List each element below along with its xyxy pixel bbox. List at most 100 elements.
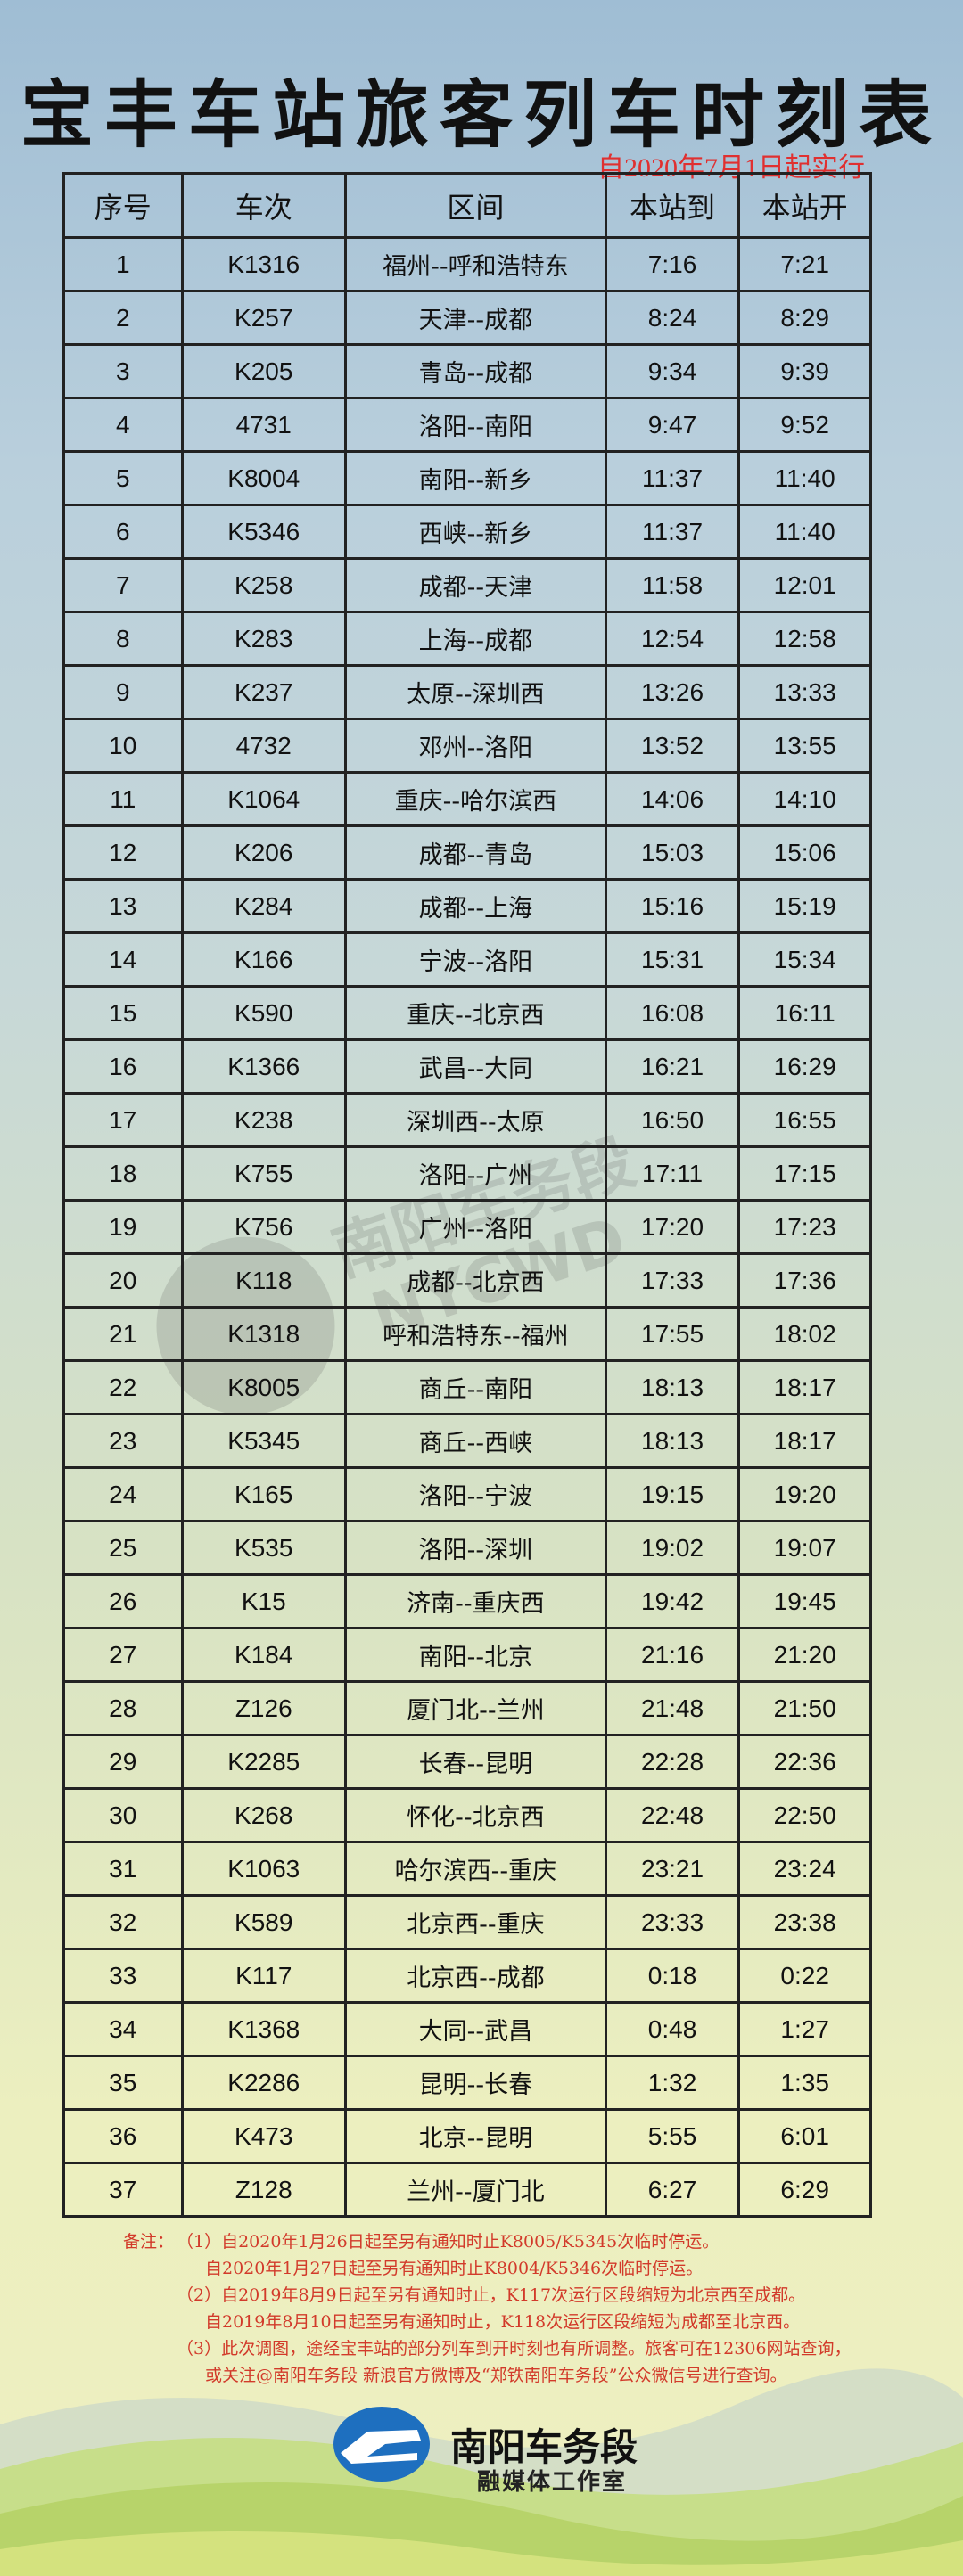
arrival-time: 16:08 (604, 985, 741, 1041)
table-row: 30 K268 怀化--北京西 22:48 22:50 (62, 1787, 872, 1843)
table-row: 12 K206 成都--青岛 15:03 15:06 (62, 824, 872, 881)
table-row: 14 K166 宁波--洛阳 15:31 15:34 (62, 931, 872, 988)
train-number: K1316 (180, 236, 347, 292)
departure-time: 16:29 (737, 1038, 872, 1095)
train-number: K118 (180, 1252, 347, 1309)
train-number: K184 (180, 1627, 347, 1683)
column-header: 本站开 (737, 172, 872, 239)
row-number: 28 (62, 1680, 184, 1736)
note-3a: （3）此次调图，途经宝丰站的部分列车到开时刻也有所调整。旅客可在12306网站查… (177, 2339, 852, 2359)
route: 太原--深圳西 (344, 664, 607, 720)
table-row: 6 K5346 西峡--新乡 11:37 11:40 (62, 504, 872, 560)
departure-time: 0:22 (737, 1948, 872, 2004)
departure-time: 9:39 (737, 343, 872, 399)
arrival-time: 18:13 (604, 1413, 741, 1469)
route: 洛阳--宁波 (344, 1466, 607, 1522)
row-number: 26 (62, 1573, 184, 1629)
departure-time: 1:27 (737, 2001, 872, 2057)
route: 成都--天津 (344, 557, 607, 613)
table-row: 23 K5345 商丘--西峡 18:13 18:17 (62, 1413, 872, 1469)
route: 上海--成都 (344, 611, 607, 667)
table-row: 37 Z128 兰州--厦门北 6:27 6:29 (62, 2162, 872, 2218)
route: 武昌--大同 (344, 1038, 607, 1095)
row-number: 35 (62, 2055, 184, 2111)
train-number: K5345 (180, 1413, 347, 1469)
arrival-time: 6:27 (604, 2162, 741, 2218)
departure-time: 19:07 (737, 1520, 872, 1576)
studio-name: 融媒体工作室 (477, 2469, 628, 2496)
arrival-time: 22:48 (604, 1787, 741, 1843)
route: 邓州--洛阳 (344, 718, 607, 774)
route: 天津--成都 (344, 290, 607, 346)
table-row: 25 K535 洛阳--深圳 19:02 19:07 (62, 1520, 872, 1576)
timetable: 序号 车次 区间 本站到 本站开 1 K1316 福州--呼和浩特东 7:16 7:21 2 K25… (62, 172, 872, 2218)
row-number: 10 (62, 718, 184, 774)
table-row: 31 K1063 哈尔滨西--重庆 23:21 23:24 (62, 1841, 872, 1897)
departure-time: 23:24 (737, 1841, 872, 1897)
departure-time: 21:50 (737, 1680, 872, 1736)
row-number: 25 (62, 1520, 184, 1576)
arrival-time: 7:16 (604, 236, 741, 292)
train-number: Z126 (180, 1680, 347, 1736)
train-number: K165 (180, 1466, 347, 1522)
arrival-time: 19:15 (604, 1466, 741, 1522)
row-number: 13 (62, 878, 184, 934)
departure-time: 15:34 (737, 931, 872, 988)
arrival-time: 21:16 (604, 1627, 741, 1683)
column-header: 车次 (180, 172, 347, 239)
row-number: 11 (62, 771, 184, 827)
row-number: 30 (62, 1787, 184, 1843)
arrival-time: 21:48 (604, 1680, 741, 1736)
route: 青岛--成都 (344, 343, 607, 399)
table-row: 24 K165 洛阳--宁波 19:15 19:20 (62, 1466, 872, 1522)
table-row: 20 K118 成都--北京西 17:33 17:36 (62, 1252, 872, 1309)
route: 重庆--北京西 (344, 985, 607, 1041)
arrival-time: 17:11 (604, 1145, 741, 1202)
arrival-time: 13:26 (604, 664, 741, 720)
arrival-time: 8:24 (604, 290, 741, 346)
route: 西峡--新乡 (344, 504, 607, 560)
train-number: K1063 (180, 1841, 347, 1897)
arrival-time: 15:16 (604, 878, 741, 934)
arrival-time: 17:20 (604, 1199, 741, 1255)
row-number: 16 (62, 1038, 184, 1095)
row-number: 19 (62, 1199, 184, 1255)
note-1a: （1）自2020年1月26日起至另有通知时止K8005/K5345次临时停运。 (177, 2232, 720, 2252)
arrival-time: 9:47 (604, 397, 741, 453)
column-header: 本站到 (604, 172, 741, 239)
departure-time: 16:11 (737, 985, 872, 1041)
arrival-time: 18:13 (604, 1359, 741, 1415)
train-number: K237 (180, 664, 347, 720)
route: 商丘--南阳 (344, 1359, 607, 1415)
train-number: K268 (180, 1787, 347, 1843)
train-number: K284 (180, 878, 347, 934)
arrival-time: 23:21 (604, 1841, 741, 1897)
arrival-time: 13:52 (604, 718, 741, 774)
arrival-time: 11:37 (604, 504, 741, 560)
route: 北京西--重庆 (344, 1894, 607, 1950)
table-row: 36 K473 北京--昆明 5:55 6:01 (62, 2108, 872, 2164)
table-row: 28 Z126 厦门北--兰州 21:48 21:50 (62, 1680, 872, 1736)
arrival-time: 16:50 (604, 1092, 741, 1148)
table-row: 17 K238 深圳西--太原 16:50 16:55 (62, 1092, 872, 1148)
train-number: K756 (180, 1199, 347, 1255)
train-number: K258 (180, 557, 347, 613)
departure-time: 16:55 (737, 1092, 872, 1148)
arrival-time: 23:33 (604, 1894, 741, 1950)
row-number: 20 (62, 1252, 184, 1309)
train-number: K117 (180, 1948, 347, 2004)
table-row: 13 K284 成都--上海 15:16 15:19 (62, 878, 872, 934)
column-header: 区间 (344, 172, 607, 239)
departure-time: 15:19 (737, 878, 872, 934)
page-title: 宝丰车站旅客列车时刻表 (20, 72, 942, 158)
route: 大同--武昌 (344, 2001, 607, 2057)
row-number: 1 (62, 236, 184, 292)
route: 长春--昆明 (344, 1734, 607, 1790)
arrival-time: 19:42 (604, 1573, 741, 1629)
route: 成都--北京西 (344, 1252, 607, 1309)
route: 呼和浩特东--福州 (344, 1306, 607, 1362)
train-number: K238 (180, 1092, 347, 1148)
table-row: 9 K237 太原--深圳西 13:26 13:33 (62, 664, 872, 720)
departure-time: 11:40 (737, 450, 872, 506)
train-number: K2285 (180, 1734, 347, 1790)
